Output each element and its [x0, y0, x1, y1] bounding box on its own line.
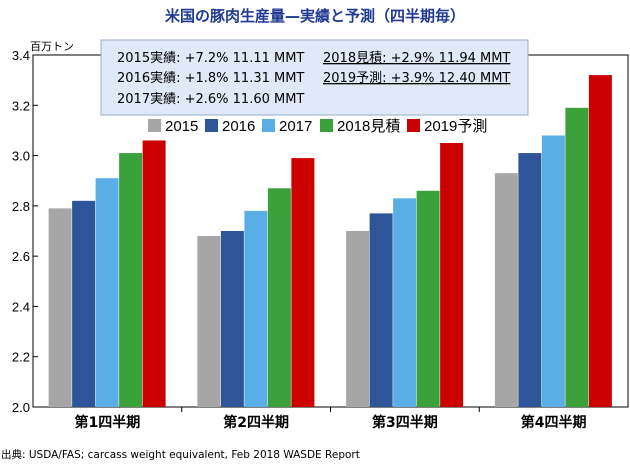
bar-2016-q1 — [72, 200, 96, 407]
x-category-label: 第3四半期 — [372, 414, 438, 431]
bar-2018見積-q2 — [267, 188, 291, 407]
bar-2017-q1 — [95, 178, 119, 407]
x-category-label: 第1四半期 — [75, 414, 141, 431]
bar-2019予測-q4 — [588, 75, 612, 407]
bar-2017-q2 — [244, 210, 268, 407]
bar-2019予測-q1 — [142, 140, 166, 407]
bar-2019予測-q2 — [291, 158, 315, 407]
legend-label: 2018見積 — [337, 118, 400, 135]
summary-2016: 2016実績: +1.8% 11.31 MMT — [117, 70, 304, 86]
legend-swatch — [407, 119, 420, 132]
summary-2017: 2017実績: +2.6% 11.60 MMT — [117, 91, 304, 107]
bar-2017-q4 — [541, 135, 565, 407]
y-tick-label: 3.4 — [12, 48, 30, 63]
legend-swatch — [262, 119, 275, 132]
x-category-label: 第2四半期 — [223, 414, 289, 431]
summary-2015: 2015実績: +7.2% 11.11 MMT — [117, 50, 304, 66]
legend-label: 2017 — [279, 118, 312, 135]
bar-2016-q2 — [220, 231, 244, 407]
y-tick-label: 3.0 — [12, 149, 30, 164]
chart-title: 米国の豚肉生産量—実績と予測（四半期毎） — [165, 7, 465, 25]
legend-swatch — [320, 119, 333, 132]
legend-swatch — [205, 119, 218, 132]
x-category-label: 第4四半期 — [521, 414, 587, 431]
y-tick-label: 3.2 — [12, 98, 30, 113]
y-tick-label: 2.0 — [12, 400, 30, 415]
legend-label: 2016 — [222, 118, 255, 135]
legend-label: 2019予測 — [424, 118, 487, 135]
y-tick-label: 2.6 — [12, 249, 30, 264]
bar-2015-q1 — [48, 208, 72, 407]
bar-2019予測-q3 — [440, 143, 464, 407]
summary-2019: 2019予測: +3.9% 12.40 MMT — [323, 71, 510, 86]
y-axis: 2.0 2.2 2.4 2.6 2.8 3.0 3.2 3.4 — [12, 48, 38, 415]
bar-2018見積-q1 — [119, 153, 143, 407]
legend-swatch — [148, 119, 161, 132]
bar-2018見積-q3 — [416, 190, 440, 407]
y-tick-label: 2.2 — [12, 350, 30, 365]
bars-group — [48, 75, 612, 408]
summary-box: 2015実績: +7.2% 11.11 MMT 2018見積: +2.9% 11… — [100, 39, 529, 116]
bar-2015-q2 — [197, 236, 221, 407]
bar-2016-q3 — [369, 213, 393, 407]
bar-2015-q4 — [494, 173, 518, 407]
legend-label: 2015 — [165, 118, 198, 135]
y-axis-unit: 百万トン — [30, 40, 74, 53]
summary-2018: 2018見積: +2.9% 11.94 MMT — [323, 51, 510, 66]
legend: 2015 2016 2017 2018見積 2019予測 — [148, 118, 487, 135]
bar-2017-q3 — [393, 198, 417, 407]
bar-2016-q4 — [518, 153, 542, 407]
bar-2015-q3 — [346, 231, 370, 407]
summary-box-background — [100, 39, 529, 116]
bar-2018見積-q4 — [565, 107, 589, 408]
y-tick-label: 2.4 — [12, 299, 30, 314]
x-axis: 第1四半期 第2四半期 第3四半期 第4四半期 — [75, 407, 587, 431]
y-tick-label: 2.8 — [12, 199, 30, 214]
source-note: 出典: USDA/FAS; carcass weight equivalent,… — [1, 448, 360, 461]
